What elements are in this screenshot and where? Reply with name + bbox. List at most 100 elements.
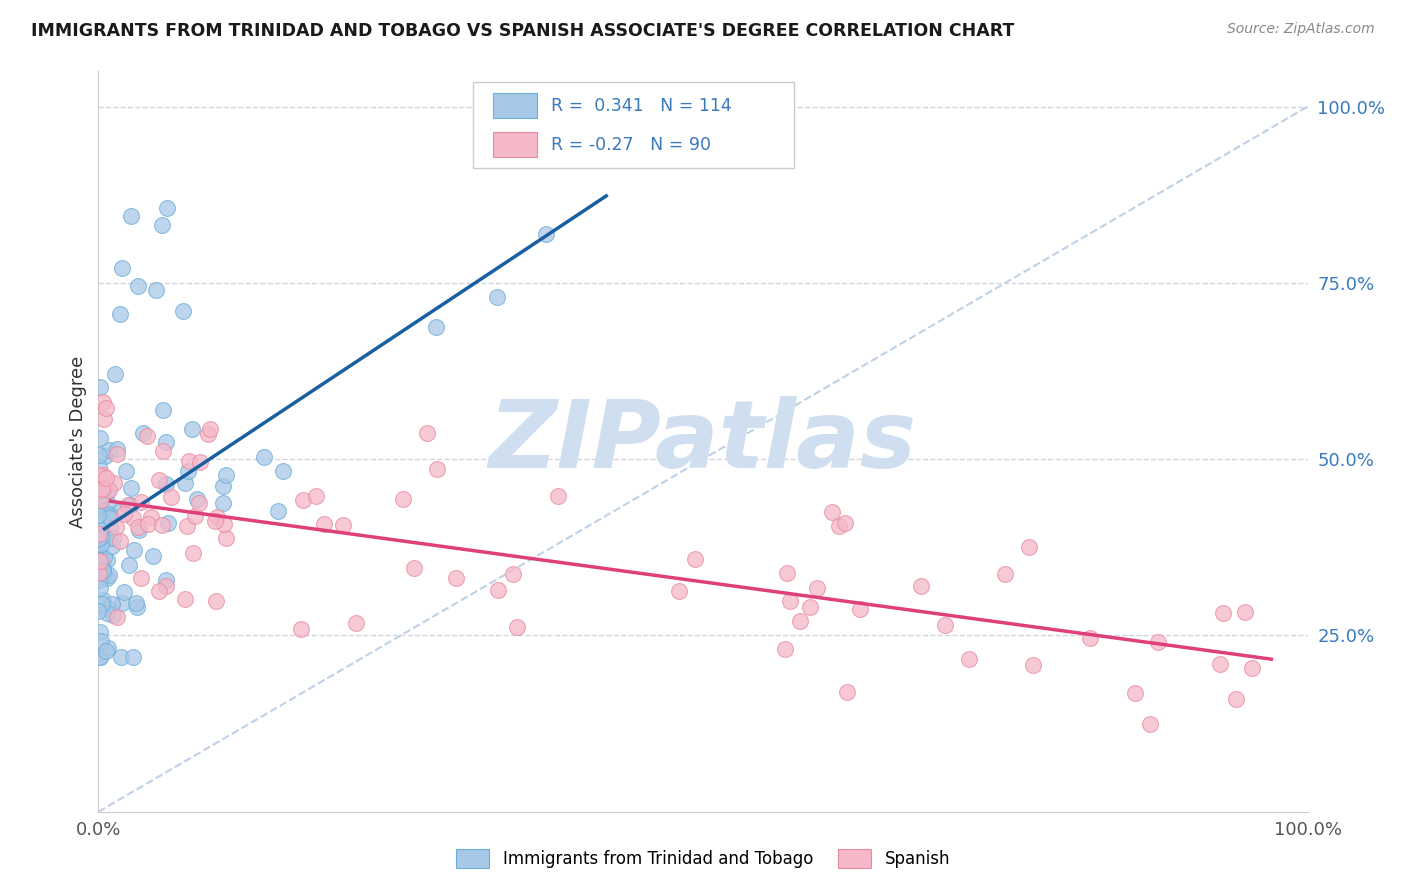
Point — [117, 498, 139, 512]
Point — [87, 566, 110, 580]
Point — [148, 583, 170, 598]
Point — [127, 520, 149, 534]
Point — [806, 582, 828, 596]
Point — [91, 597, 114, 611]
Point — [96, 484, 118, 499]
Point — [90, 483, 112, 497]
Point — [125, 596, 148, 610]
Point — [91, 395, 114, 409]
Point — [96, 601, 118, 615]
Point — [103, 532, 125, 546]
Point — [547, 490, 569, 504]
Point — [90, 531, 112, 545]
Point — [212, 496, 235, 510]
Point — [934, 618, 956, 632]
Point — [87, 571, 110, 585]
Point — [176, 518, 198, 533]
Point — [502, 566, 524, 581]
Point — [184, 509, 207, 524]
Point — [416, 425, 439, 440]
Point — [204, 514, 226, 528]
Point — [96, 644, 118, 658]
Point — [957, 652, 980, 666]
Point — [89, 527, 111, 541]
Point — [292, 492, 315, 507]
Point — [90, 551, 112, 566]
Point — [87, 543, 110, 558]
FancyBboxPatch shape — [492, 93, 537, 119]
Point — [90, 532, 112, 546]
Point — [534, 227, 557, 241]
Point — [155, 578, 177, 592]
Point — [215, 531, 238, 545]
Point — [93, 560, 115, 574]
Point — [849, 602, 872, 616]
Point — [87, 468, 110, 483]
Point — [115, 464, 138, 478]
Point — [94, 470, 117, 484]
Text: IMMIGRANTS FROM TRINIDAD AND TOBAGO VS SPANISH ASSOCIATE'S DEGREE CORRELATION CH: IMMIGRANTS FROM TRINIDAD AND TOBAGO VS S… — [31, 22, 1014, 40]
Point — [197, 427, 219, 442]
Point — [211, 479, 233, 493]
Point — [87, 448, 110, 462]
Point — [136, 428, 159, 442]
Point — [97, 507, 120, 521]
Point — [104, 368, 127, 382]
Point — [98, 509, 121, 524]
Point — [152, 444, 174, 458]
Point — [267, 504, 290, 518]
Point — [89, 582, 111, 596]
Point — [1234, 605, 1257, 619]
Point — [89, 516, 111, 531]
Point — [131, 495, 153, 509]
Point — [89, 479, 111, 493]
Point — [152, 403, 174, 417]
Point — [150, 218, 173, 232]
Point — [128, 523, 150, 537]
Point — [118, 558, 141, 572]
Point — [155, 573, 177, 587]
Point — [212, 517, 235, 532]
Point — [139, 509, 162, 524]
Point — [90, 483, 112, 498]
FancyBboxPatch shape — [492, 132, 537, 157]
Point — [775, 641, 797, 656]
Point — [994, 566, 1017, 581]
Point — [131, 425, 153, 440]
Point — [93, 467, 115, 482]
Point — [89, 566, 111, 581]
Point — [181, 422, 204, 436]
Point — [1139, 717, 1161, 731]
Point — [105, 442, 128, 456]
Point — [828, 518, 851, 533]
Point — [1147, 635, 1170, 649]
Point — [1018, 540, 1040, 554]
Point — [1022, 658, 1045, 673]
Point — [97, 497, 120, 511]
Point — [1225, 692, 1247, 706]
Point — [91, 511, 114, 525]
Point — [98, 442, 121, 457]
Point — [155, 435, 177, 450]
Point — [96, 553, 118, 567]
Point — [118, 499, 141, 513]
Point — [789, 614, 811, 628]
Point — [426, 462, 449, 476]
Point — [97, 532, 120, 546]
Point — [187, 496, 209, 510]
Point — [87, 549, 110, 564]
Point — [96, 606, 118, 620]
Point — [172, 304, 194, 318]
Point — [177, 464, 200, 478]
Point — [834, 516, 856, 530]
Point — [87, 524, 110, 539]
Point — [103, 476, 125, 491]
Point — [253, 450, 276, 464]
Point — [156, 201, 179, 215]
Point — [444, 571, 467, 585]
Point — [89, 530, 111, 544]
Point — [90, 515, 112, 529]
Point — [173, 476, 195, 491]
Point — [155, 477, 177, 491]
Point — [110, 649, 132, 664]
